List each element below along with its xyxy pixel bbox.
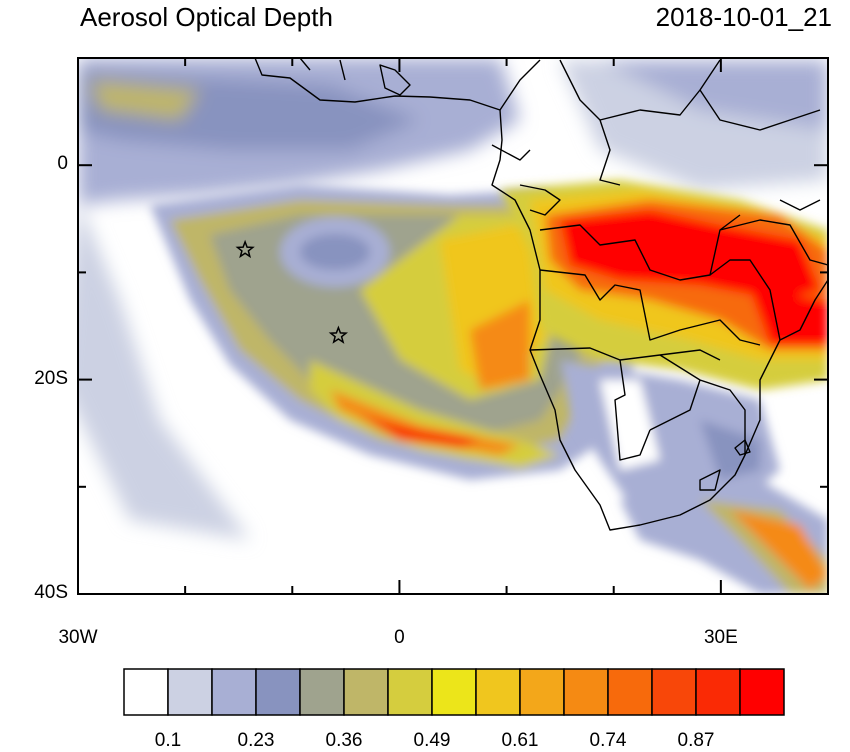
colorbar-swatch [519,668,565,716]
plot-title: Aerosol Optical Depth [80,2,333,32]
aod-field [78,58,828,594]
lat-tick-label: 40S [34,582,68,603]
colorbar-swatch [387,668,433,716]
lat-tick-label: 20S [34,367,68,389]
star-marker-ascension [328,325,349,344]
colorbar-swatch [343,668,389,716]
colorbar-label: 0.61 [501,730,539,751]
lat-tick-label: 0 [57,153,68,175]
colorbar-swatch [211,668,257,716]
colorbar-swatch [123,668,169,716]
map-ticks [77,57,829,595]
country-borders [254,58,828,531]
lon-tick-label: 30E [703,627,738,648]
colorbar-label: 0.49 [413,730,451,751]
colorbar-swatch [607,668,653,716]
map-markers [235,239,349,344]
map-frame [77,57,829,595]
colorbar-swatch [695,668,741,716]
colorbar-swatch [255,668,301,716]
colorbar [123,668,785,716]
colorbar-swatch [651,668,697,716]
colorbar-label: 0.36 [325,730,363,751]
colorbar-swatch [739,668,785,716]
plot-datetime: 2018-10-01_21 [655,2,832,32]
colorbar-label: 0.1 [154,730,182,751]
colorbar-label: 0.74 [589,730,627,751]
lon-tick-label: 30W [58,627,98,648]
colorbar-label: 0.23 [237,730,275,751]
colorbar-swatch [475,668,521,716]
star-marker-st-helena [235,239,255,259]
colorbar-swatch [431,668,477,716]
lon-tick-label: 0 [394,627,405,648]
colorbar-swatch [563,668,609,716]
colorbar-label: 0.87 [677,730,715,751]
colorbar-swatch [299,668,345,716]
colorbar-swatch [167,668,213,716]
